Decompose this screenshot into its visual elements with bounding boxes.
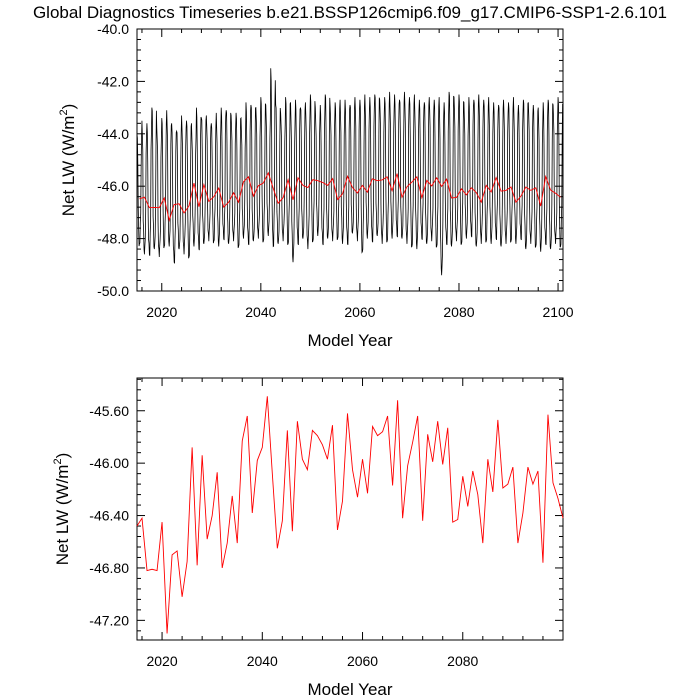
bottom-ticks: 2020 2040 2060 2080 -47.20 -46.80 -46.40 -46.00… xyxy=(89,378,564,669)
top-ylabel-main: Net LW (W/m xyxy=(59,116,78,217)
bottom-xtick-label: 2060 xyxy=(347,653,378,669)
bottom-annual-series-line xyxy=(136,396,564,634)
top-xtick-label: 2060 xyxy=(344,304,375,320)
top-ytick-label: -44.0 xyxy=(97,126,129,142)
top-ytick-label: -48.0 xyxy=(97,231,129,247)
top-ytick-label: -50.0 xyxy=(97,283,129,299)
top-annual-series-line xyxy=(139,171,561,222)
bottom-plot-frame xyxy=(136,377,564,641)
bottom-xlabel: Model Year xyxy=(307,680,392,699)
top-monthly-series-line xyxy=(136,68,563,276)
bottom-ylabel: Net LW (W/m2) xyxy=(52,453,72,566)
top-xlabel: Model Year xyxy=(307,331,392,350)
top-xtick-label: 2100 xyxy=(542,304,573,320)
bottom-ytick-label: -46.40 xyxy=(89,508,129,524)
top-xtick-label: 2020 xyxy=(146,304,177,320)
bottom-ylabel-close: ) xyxy=(53,453,72,459)
top-ylabel-sup: 2 xyxy=(58,109,70,115)
bottom-ylabel-sup: 2 xyxy=(52,458,64,464)
bottom-ytick-label: -45.60 xyxy=(89,403,129,419)
bottom-ytick-label: -46.00 xyxy=(89,455,129,471)
bottom-xtick-label: 2020 xyxy=(146,653,177,669)
top-xtick-label: 2040 xyxy=(245,304,276,320)
bottom-ytick-label: -47.20 xyxy=(89,612,129,628)
figure-title: Global Diagnostics Timeseries b.e21.BSSP… xyxy=(33,3,667,22)
top-ytick-label: -40.0 xyxy=(97,21,129,37)
bottom-ytick-label: -46.80 xyxy=(89,560,129,576)
top-ytick-label: -42.0 xyxy=(97,73,129,89)
top-ytick-label: -46.0 xyxy=(97,178,129,194)
bottom-series xyxy=(136,396,564,634)
top-ylabel: Net LW (W/m2) xyxy=(58,104,78,217)
top-xtick-label: 2080 xyxy=(443,304,474,320)
top-panel: 2020 2040 2060 2080 2100 -50.0 -48.0 -46.0 -44.0… xyxy=(58,21,574,350)
bottom-xtick-label: 2040 xyxy=(247,653,278,669)
bottom-xtick-label: 2080 xyxy=(447,653,478,669)
bottom-panel: 2020 2040 2060 2080 -47.20 -46.80 -46.40 -46.00… xyxy=(52,377,564,699)
bottom-ylabel-main: Net LW (W/m xyxy=(53,465,72,566)
top-ylabel-close: ) xyxy=(59,104,78,110)
top-ticks: 2020 2040 2060 2080 2100 -50.0 -48.0 -46.0 -44.0… xyxy=(97,21,574,320)
top-plot-frame xyxy=(136,28,564,292)
top-series xyxy=(136,68,563,276)
